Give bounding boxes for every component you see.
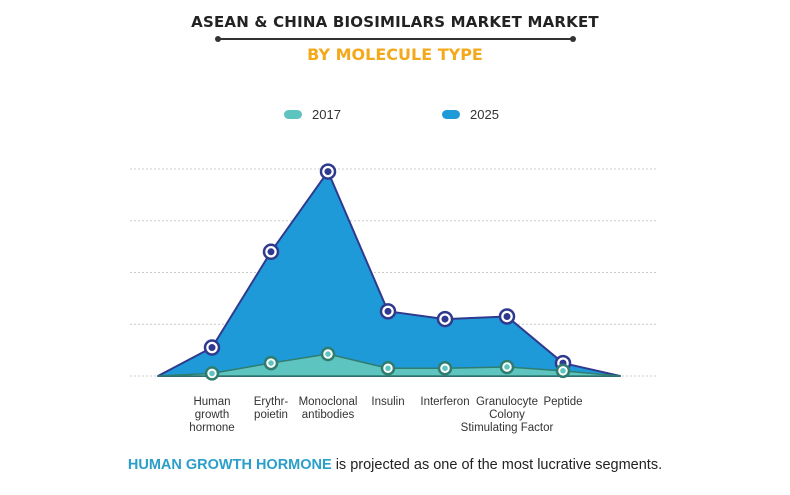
chart-title: ASEAN & CHINA BIOSIMILARS MARKET MARKET: [191, 13, 599, 31]
point-2017-dot-2: [325, 351, 331, 357]
point-2017-dot-1: [268, 360, 274, 366]
series-area-2025: [157, 170, 621, 377]
point-2017-dot-0: [209, 370, 215, 377]
category-label-4: Interferon: [420, 396, 469, 408]
category-label-6: Peptide: [543, 396, 582, 408]
legend: 2017 2025: [0, 107, 790, 127]
point-2025-dot-4: [441, 315, 449, 323]
point-2025-dot-5: [503, 312, 511, 320]
point-2025-dot-2: [324, 168, 332, 176]
area-chart: Human growth hormone Erythr-poietin Monoclon…: [130, 163, 656, 434]
category-label-2: Monoclonal antibodies: [299, 396, 358, 421]
chart-subtitle: BY MOLECULE TYPE: [307, 45, 483, 64]
category-label-1: Erythr-poietin: [254, 396, 289, 421]
category-label-0: Human growth hormone: [189, 396, 234, 434]
point-2017-dot-5: [504, 364, 510, 370]
footer-highlight: HUMAN GROWTH HORMONE: [127, 457, 332, 473]
category-label-3: Insulin: [371, 396, 404, 408]
legend-label-2017: 2017: [312, 107, 341, 122]
title-underline: [215, 36, 576, 42]
point-2025-dot-1: [267, 248, 275, 256]
legend-swatch-2025: [442, 110, 460, 119]
legend-label-2025: 2025: [470, 107, 499, 122]
footer-text: is projected as one of the most lucrativ…: [331, 457, 663, 473]
point-2025-dot-3: [384, 307, 392, 315]
legend-item-2025: 2025: [442, 107, 499, 122]
legend-swatch-2017: [284, 110, 302, 119]
point-2017-dot-3: [385, 365, 391, 372]
legend-item-2017: 2017: [284, 107, 341, 122]
point-2025-dot-0: [208, 344, 216, 352]
point-2017-dot-4: [442, 365, 448, 372]
category-label-5: Granulocyte Colony Stimulating Factor: [461, 396, 554, 434]
footer-note: HUMAN GROWTH HORMONE is projected as one…: [0, 457, 790, 473]
point-2017-dot-6: [560, 368, 566, 374]
